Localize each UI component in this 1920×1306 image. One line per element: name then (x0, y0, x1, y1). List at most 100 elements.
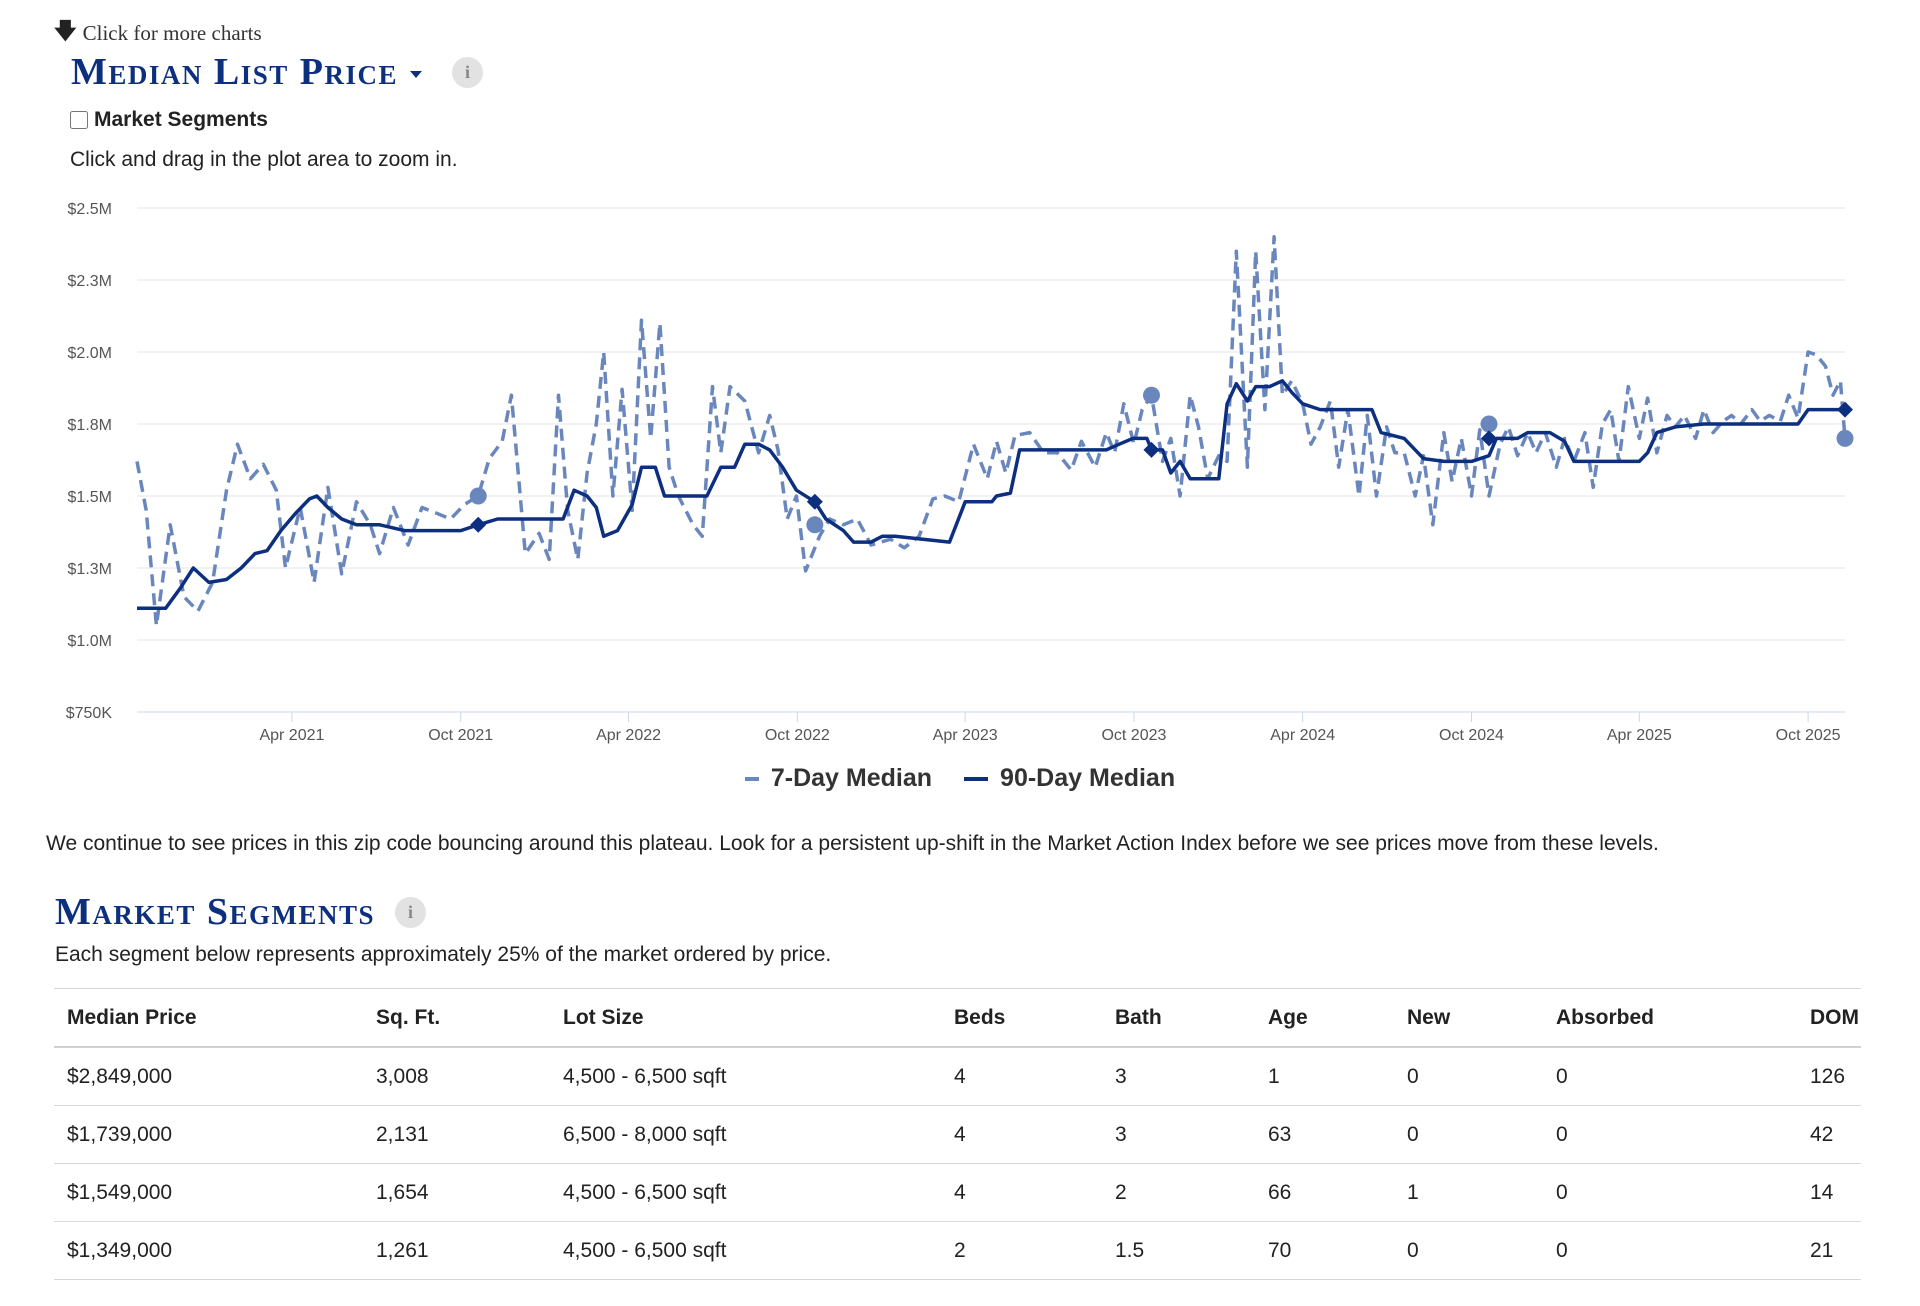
cell-dom: 14 (1797, 1163, 1861, 1222)
cell-median-price: $1,349,000 (54, 1221, 363, 1280)
y-tick-label: $1.8M (68, 417, 112, 434)
x-tick-label: Oct 2025 (1776, 727, 1841, 744)
col-bath: Bath (1102, 988, 1255, 1048)
table-row: $1,549,000 1,654 4,500 - 6,500 sqft 4 2 … (54, 1163, 1861, 1222)
col-sqft: Sq. Ft. (363, 988, 550, 1048)
cell-beds: 4 (941, 1163, 1102, 1222)
grid-lines (137, 207, 1845, 713)
more-charts-link[interactable]: 🡇 Click for more charts (54, 14, 262, 52)
marker-90-day (1143, 441, 1160, 458)
col-lot-size: Lot Size (550, 988, 941, 1048)
cell-dom: 42 (1797, 1105, 1861, 1164)
y-tick-label: $1.5M (68, 489, 112, 506)
cell-bath: 3 (1102, 1047, 1255, 1106)
marker-90-day (1837, 401, 1853, 418)
y-tick-label: $2.0M (68, 345, 112, 362)
cell-dom: 126 (1797, 1047, 1861, 1106)
cell-lot-size: 6,500 - 8,000 sqft (550, 1105, 941, 1164)
legend-label-7-day: 7-Day Median (770, 764, 933, 792)
col-absorbed: Absorbed (1543, 988, 1797, 1048)
table-row: $2,849,000 3,008 4,500 - 6,500 sqft 4 3 … (54, 1047, 1861, 1106)
marker-7-day (1480, 415, 1498, 433)
info-icon[interactable]: i (395, 896, 427, 928)
marker-layer (469, 386, 1854, 534)
cell-bath: 1.5 (1102, 1221, 1255, 1280)
x-tick-label: Oct 2023 (1101, 727, 1166, 744)
y-tick-label: $2.3M (68, 273, 112, 290)
cell-bath: 2 (1102, 1163, 1255, 1222)
cell-beds: 4 (941, 1105, 1102, 1164)
col-new: New (1394, 988, 1543, 1048)
y-tick-label: $2.5M (68, 201, 112, 218)
table-header-row: Median Price Sq. Ft. Lot Size Beds Bath … (54, 988, 1861, 1048)
marker-90-day (470, 516, 487, 533)
segments-table: Median Price Sq. Ft. Lot Size Beds Bath … (54, 988, 1861, 1280)
legend-label-90-day: 90-Day Median (1000, 764, 1176, 792)
x-tick-label: Oct 2022 (765, 727, 830, 744)
segments-description: Each segment below represents approximat… (55, 943, 832, 966)
legend-item-90-day[interactable]: 90-Day Median (964, 764, 1175, 793)
cell-median-price: $1,549,000 (54, 1163, 363, 1222)
y-tick-label: $1.0M (68, 633, 112, 650)
cell-new: 0 (1394, 1105, 1543, 1164)
table-row: $1,739,000 2,131 6,500 - 8,000 sqft 4 3 … (54, 1105, 1861, 1164)
legend-swatch-solid (964, 776, 989, 781)
cell-sqft: 3,008 (363, 1047, 550, 1106)
axes: $750K $1.0M $1.3M $1.5M $1.8M $2.0M $2.3M $2.5M… (66, 201, 1841, 744)
series-line-7-day (135, 235, 1847, 628)
marker-90-day (806, 493, 823, 510)
marker-7-day (1142, 386, 1160, 404)
cell-beds: 4 (941, 1047, 1102, 1106)
marker-7-day (806, 516, 824, 534)
table-row: $1,349,000 1,261 4,500 - 6,500 sqft 2 1.… (54, 1221, 1861, 1280)
chart-header: Median List Price i (71, 50, 483, 94)
x-tick-label: Oct 2021 (428, 727, 493, 744)
cell-age: 63 (1255, 1105, 1394, 1164)
col-beds: Beds (941, 988, 1102, 1048)
chart-title[interactable]: Median List Price (71, 51, 398, 93)
cell-new: 1 (1394, 1163, 1543, 1222)
median-price-chart[interactable]: $750K $1.0M $1.3M $1.5M $1.8M $2.0M $2.3M $2.5M… (0, 190, 1920, 760)
cell-absorbed: 0 (1543, 1105, 1797, 1164)
chart-legend: 7-Day Median 90-Day Median (0, 764, 1920, 793)
market-segments-checkbox[interactable] (70, 111, 88, 129)
cell-sqft: 1,261 (363, 1221, 550, 1280)
y-tick-label: $750K (66, 705, 113, 722)
cell-absorbed: 0 (1543, 1221, 1797, 1280)
col-dom: DOM (1797, 988, 1861, 1048)
cell-beds: 2 (941, 1221, 1102, 1280)
x-tick-label: Oct 2024 (1439, 727, 1504, 744)
info-icon[interactable]: i (451, 56, 483, 88)
x-tick-label: Apr 2022 (596, 727, 661, 744)
zoom-hint: Click and drag in the plot area to zoom … (70, 148, 458, 171)
marker-90-day (1481, 430, 1498, 447)
cell-sqft: 2,131 (363, 1105, 550, 1164)
cell-new: 0 (1394, 1047, 1543, 1106)
col-age: Age (1255, 988, 1394, 1048)
segments-header: Market Segments i (55, 890, 427, 934)
legend-item-7-day[interactable]: 7-Day Median (744, 764, 933, 793)
cell-bath: 3 (1102, 1105, 1255, 1164)
arrow-down-icon: 🡇 (54, 18, 77, 43)
cell-lot-size: 4,500 - 6,500 sqft (550, 1163, 941, 1222)
more-charts-label: Click for more charts (82, 20, 262, 45)
cell-lot-size: 4,500 - 6,500 sqft (550, 1047, 941, 1106)
x-tick-label: Apr 2021 (259, 727, 324, 744)
cell-median-price: $2,849,000 (54, 1047, 363, 1106)
marker-7-day (1836, 429, 1854, 447)
series-line-90-day (137, 379, 1845, 611)
caret-down-icon[interactable] (409, 70, 422, 78)
market-segments-toggle[interactable]: Market Segments (70, 108, 268, 132)
x-tick-label: Apr 2024 (1270, 727, 1335, 744)
cell-dom: 21 (1797, 1221, 1861, 1280)
cell-age: 70 (1255, 1221, 1394, 1280)
cell-absorbed: 0 (1543, 1047, 1797, 1106)
cell-absorbed: 0 (1543, 1163, 1797, 1222)
cell-age: 66 (1255, 1163, 1394, 1222)
y-tick-label: $1.3M (68, 561, 112, 578)
cell-age: 1 (1255, 1047, 1394, 1106)
segments-title: Market Segments (55, 891, 376, 933)
cell-lot-size: 4,500 - 6,500 sqft (550, 1221, 941, 1280)
x-tick-label: Apr 2023 (933, 727, 998, 744)
market-segments-label: Market Segments (94, 108, 268, 131)
